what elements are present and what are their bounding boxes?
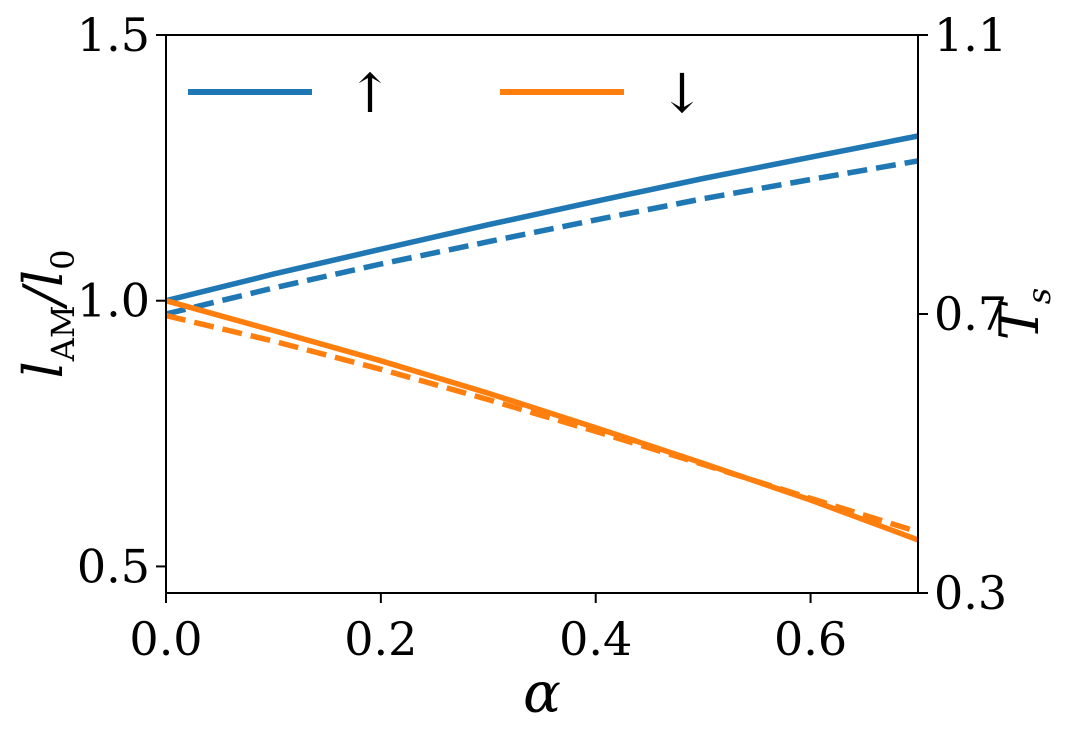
y-left-tick-label: 1.5	[77, 8, 150, 62]
series-line-3-dashed	[165, 312, 919, 535]
y-right-tick-label: 0.7	[934, 287, 1007, 341]
x-tick-label: 0.4	[559, 612, 632, 666]
series-line-0-solid	[165, 133, 919, 304]
y-right-tick-label: 0.3	[934, 566, 1007, 620]
legend-label-0: ↑	[347, 62, 392, 125]
y-axis-right: 0.3 0.7 1.1	[918, 8, 1007, 620]
x-tick-label: 0.2	[344, 612, 417, 666]
series-layer	[165, 133, 919, 543]
legend-label-1: ↓	[659, 62, 704, 125]
series-line-1-dashed	[165, 158, 919, 317]
y-axis-right-label: Ts	[988, 288, 1058, 340]
y-axis-left: 0.5 1.0 1.5	[77, 8, 166, 593]
y-right-tick-label: 1.1	[934, 8, 1007, 62]
x-tick-label: 0.0	[129, 612, 202, 666]
series-line-2-solid	[165, 298, 919, 543]
plot-frame	[165, 34, 919, 594]
x-tick-label: 0.6	[774, 612, 847, 666]
x-axis: 0.0 0.2 0.4 0.6	[129, 593, 847, 666]
y-left-tick-label: 1.0	[77, 274, 150, 328]
y-left-tick-label: 0.5	[77, 539, 150, 593]
x-axis-label: α	[523, 661, 561, 726]
y-axis-left-label: lAM/l0	[12, 250, 82, 379]
legend: ↑ ↓	[188, 62, 705, 125]
